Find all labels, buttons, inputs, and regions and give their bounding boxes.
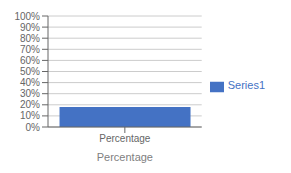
svg-text:50%: 50% [20, 66, 40, 77]
svg-text:20%: 20% [20, 99, 40, 110]
svg-text:10%: 10% [20, 110, 40, 121]
svg-text:60%: 60% [20, 55, 40, 66]
svg-text:80%: 80% [20, 33, 40, 44]
svg-text:Percentage: Percentage [97, 151, 153, 163]
svg-text:70%: 70% [20, 44, 40, 55]
svg-text:30%: 30% [20, 88, 40, 99]
svg-text:100%: 100% [14, 11, 40, 22]
svg-text:Percentage: Percentage [99, 133, 151, 144]
svg-text:90%: 90% [20, 22, 40, 33]
html-text:Series1: Series1 [227, 79, 265, 92]
svg-text:40%: 40% [20, 77, 40, 88]
svg-text:0%: 0% [26, 122, 41, 133]
